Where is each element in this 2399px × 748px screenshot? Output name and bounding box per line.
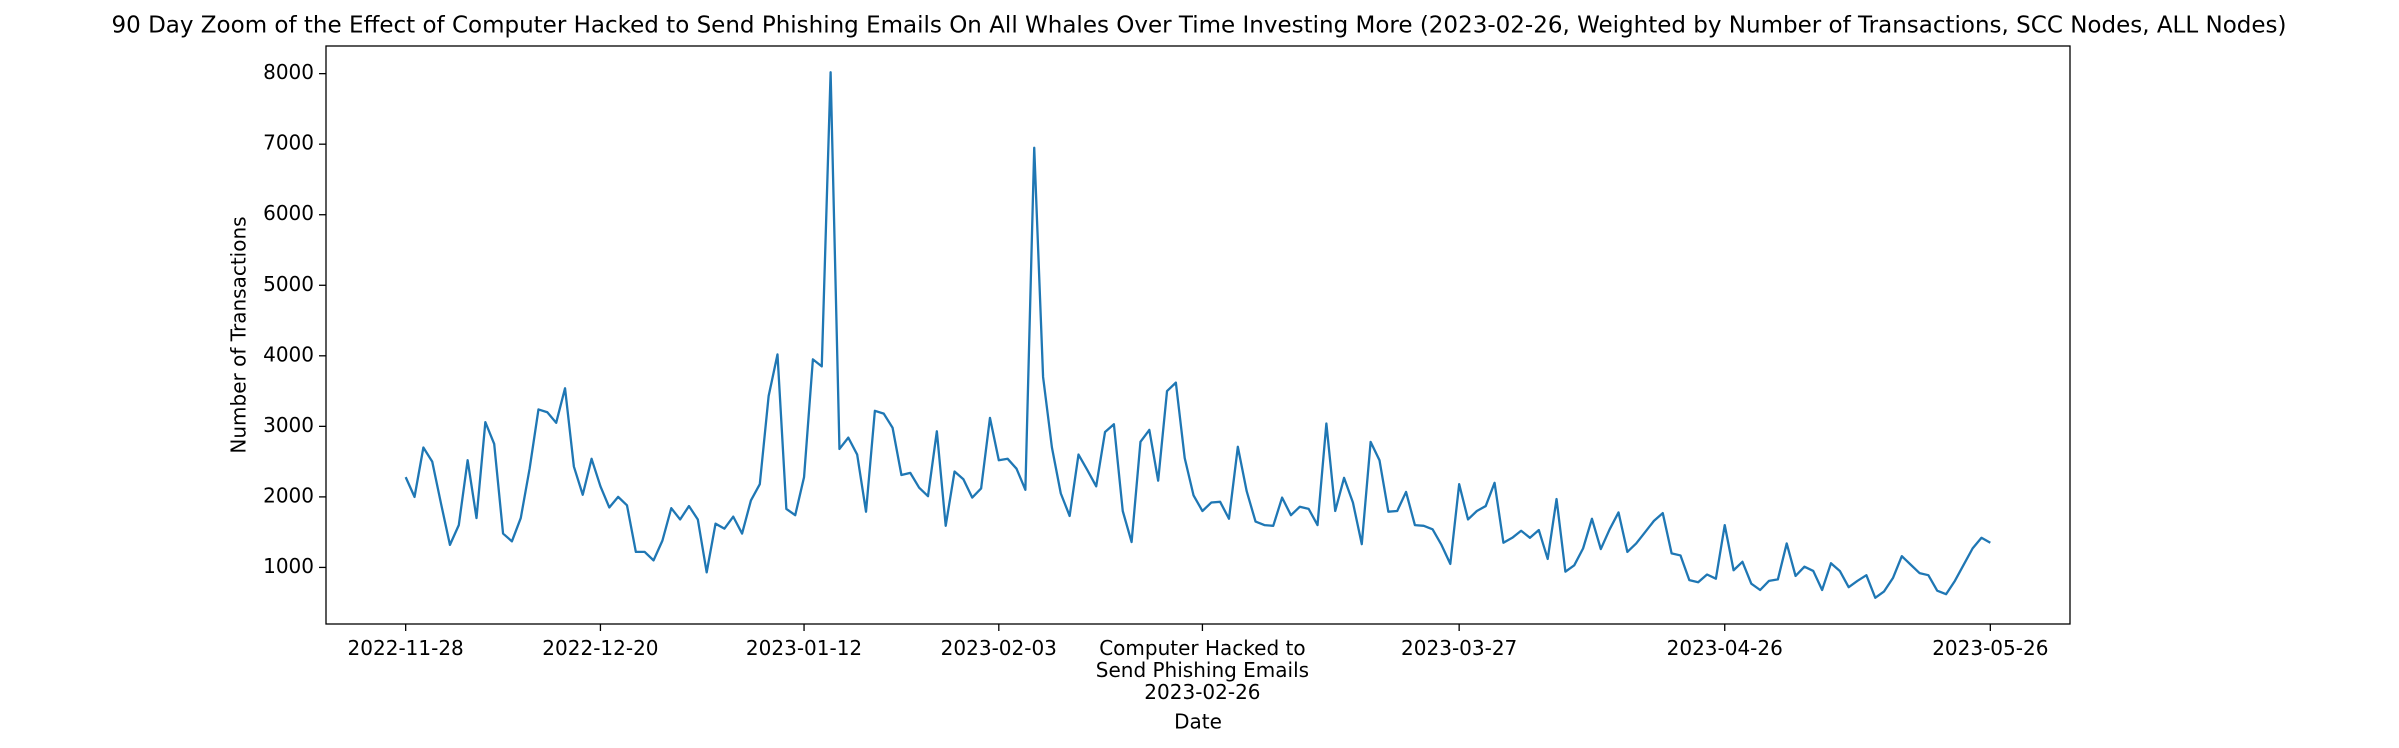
x-tick-label: 2022-12-20 bbox=[542, 636, 659, 660]
plot-frame bbox=[325, 45, 2071, 625]
x-tick-label: 2022-11-28 bbox=[347, 636, 464, 660]
y-tick-label: 8000 bbox=[263, 60, 314, 84]
y-tick-label: 1000 bbox=[263, 554, 314, 578]
y-axis-label: Number of Transactions bbox=[227, 216, 251, 453]
y-tick-label: 4000 bbox=[263, 342, 314, 366]
chart-title: 90 Day Zoom of the Effect of Computer Ha… bbox=[112, 13, 2287, 39]
x-tick-label: 2023-02-03 bbox=[940, 636, 1057, 660]
y-tick-label: 2000 bbox=[263, 483, 314, 507]
data-line bbox=[404, 71, 1991, 599]
y-tick-label: 3000 bbox=[263, 413, 314, 437]
y-tick-label: 6000 bbox=[263, 201, 314, 225]
x-tick-label: 2023-03-27 bbox=[1401, 636, 1518, 660]
y-tick-label: 7000 bbox=[263, 131, 314, 155]
x-tick-label: 2023-04-26 bbox=[1666, 636, 1783, 660]
x-tick-label: Computer Hacked to Send Phishing Emails … bbox=[1095, 636, 1310, 704]
y-tick-label: 5000 bbox=[263, 272, 314, 296]
x-tick-label: 2023-01-12 bbox=[745, 636, 863, 660]
x-axis-label: Date bbox=[1174, 710, 1222, 734]
x-tick-label: 2023-05-26 bbox=[1932, 636, 2049, 660]
